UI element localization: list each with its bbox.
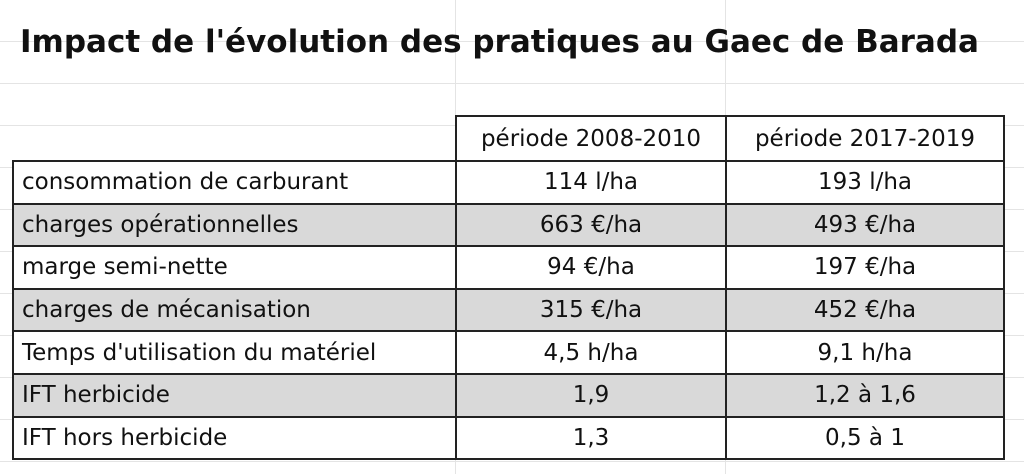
- table-cell: 315 €/ha: [455, 287, 727, 333]
- row-label: Temps d'utilisation du matériel: [12, 330, 457, 375]
- row-label: charges de mécanisation: [12, 287, 457, 333]
- row-label: IFT hors herbicide: [12, 415, 457, 461]
- table-cell: 9,1 h/ha: [725, 330, 1005, 375]
- row-label: charges opérationnelles: [12, 202, 457, 248]
- table-cell: 4,5 h/ha: [455, 330, 727, 375]
- table-cell: 663 €/ha: [455, 202, 727, 248]
- row-label: consommation de carburant: [12, 160, 457, 205]
- table-cell: 1,9: [455, 373, 727, 418]
- table-cell: 114 l/ha: [455, 160, 727, 205]
- title: Impact de l'évolution des pratiques au G…: [20, 24, 979, 60]
- row-label: marge semi-nette: [12, 245, 457, 290]
- table-cell: 193 l/ha: [725, 160, 1005, 205]
- table-cell: 0,5 à 1: [725, 415, 1005, 461]
- table-cell: 1,3: [455, 415, 727, 461]
- row-label: IFT herbicide: [12, 373, 457, 418]
- table-cell: 493 €/ha: [725, 202, 1005, 248]
- table-cell: 452 €/ha: [725, 287, 1005, 333]
- table-cell: 1,2 à 1,6: [725, 373, 1005, 418]
- column-header: période 2008-2010: [455, 115, 727, 162]
- table-cell: 197 €/ha: [725, 245, 1005, 290]
- table-cell: 94 €/ha: [455, 245, 727, 290]
- column-header: période 2017-2019: [725, 115, 1005, 162]
